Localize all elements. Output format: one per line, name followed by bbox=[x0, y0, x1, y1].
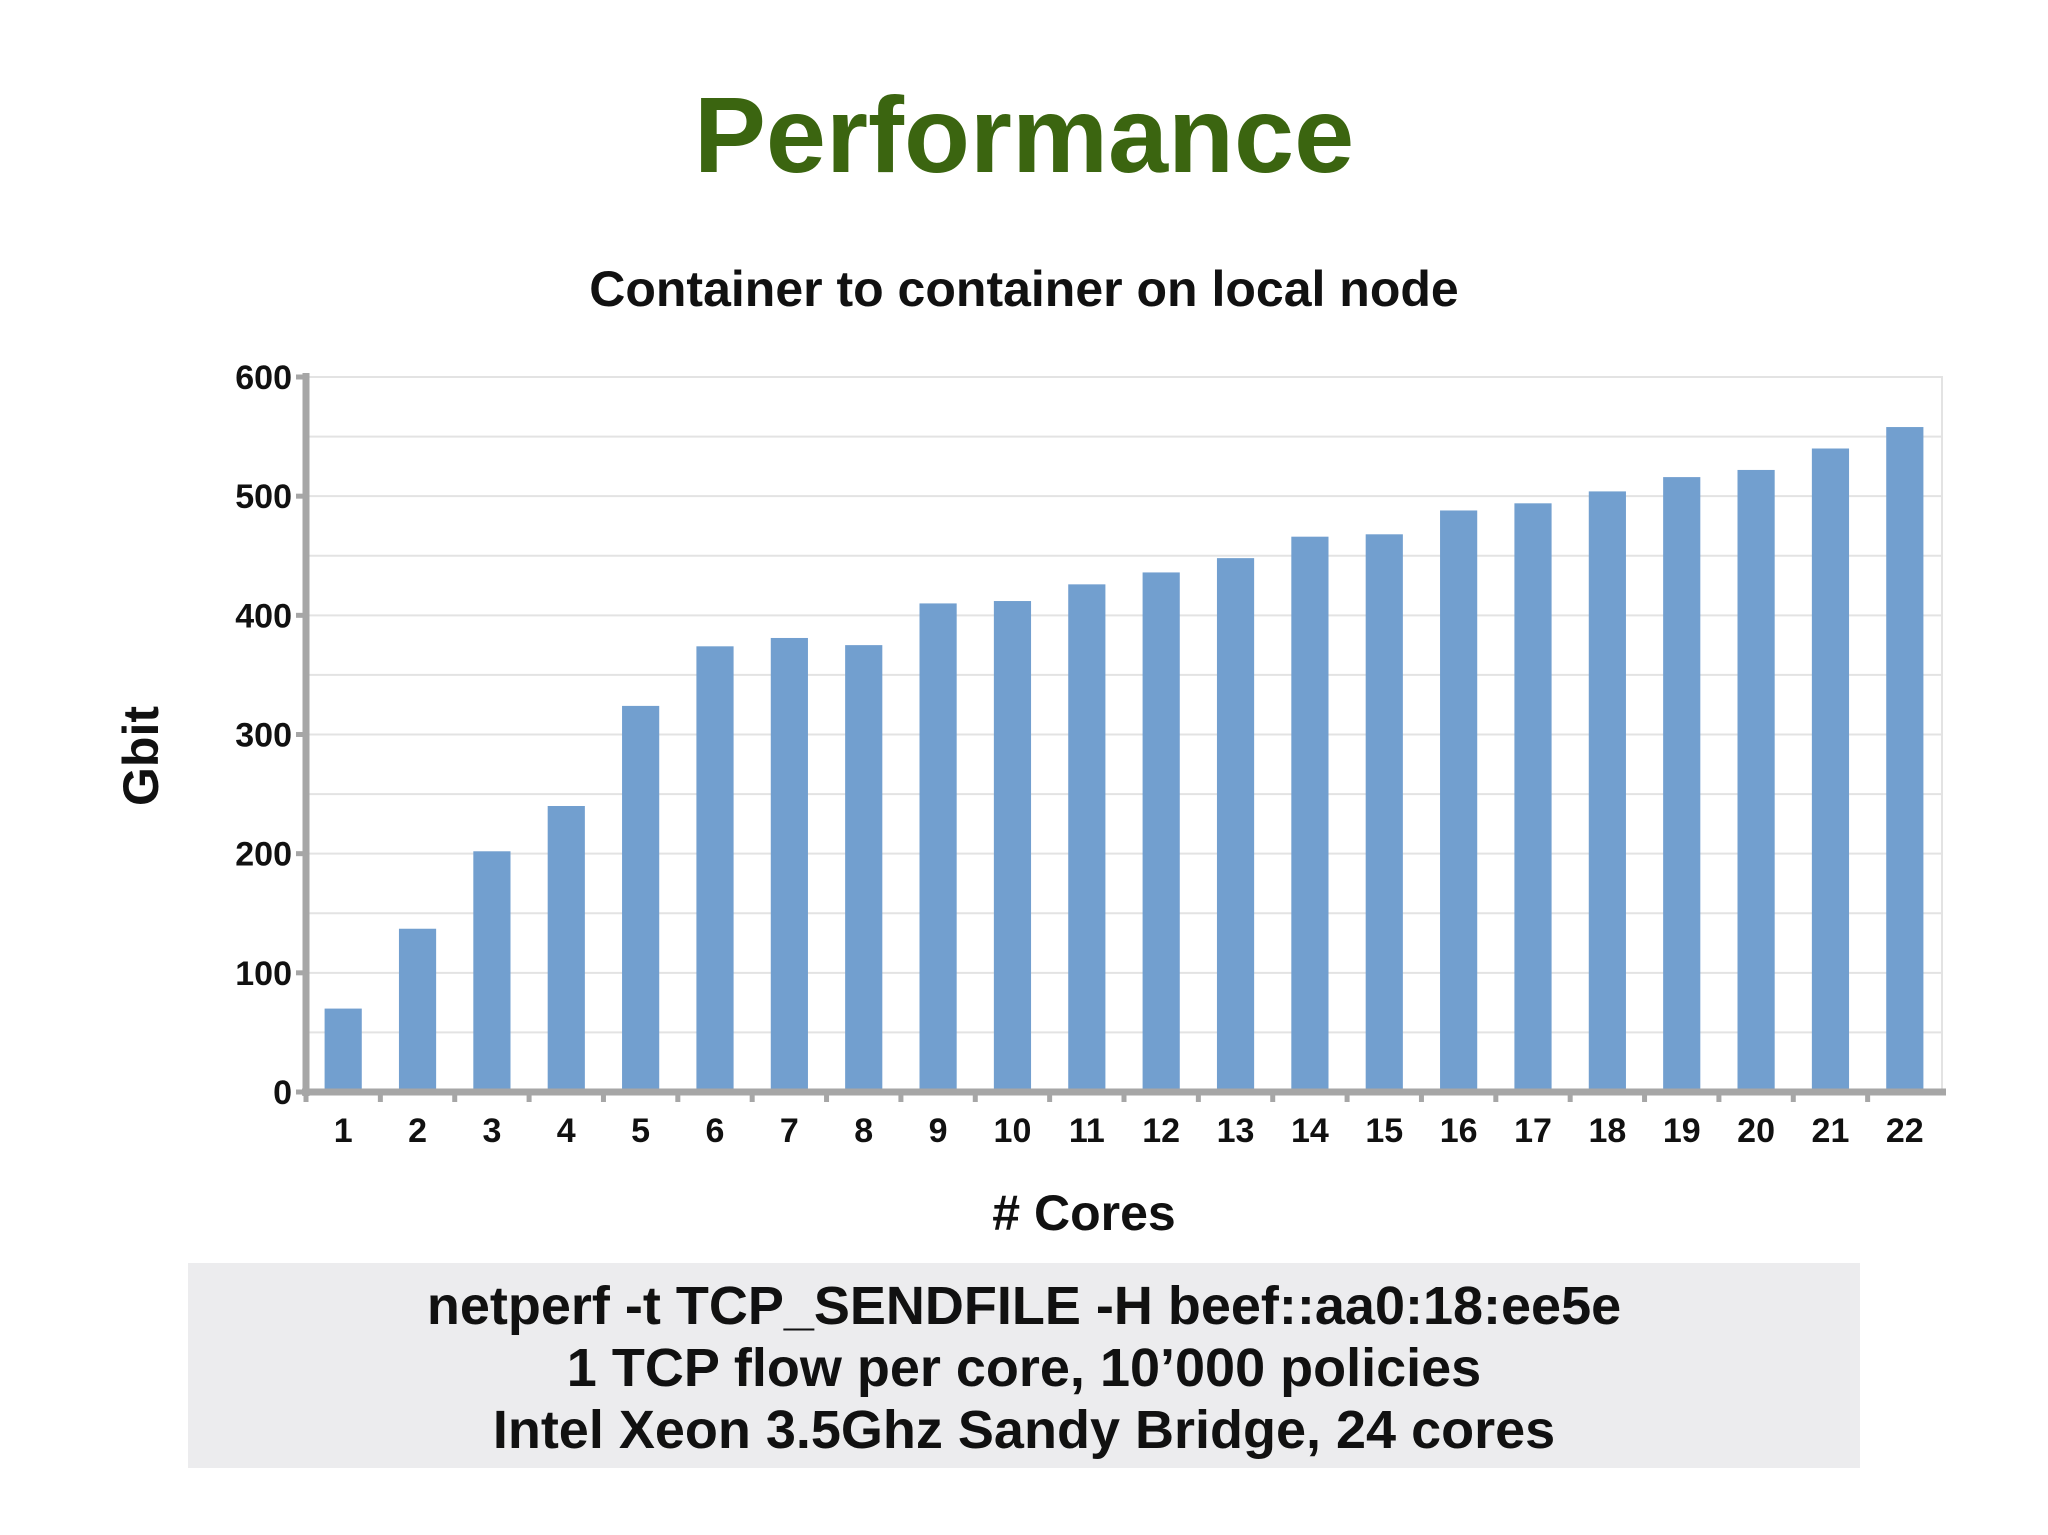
bar-19 bbox=[1663, 477, 1701, 1093]
x-tick-label: 6 bbox=[706, 1112, 725, 1150]
bar-20 bbox=[1737, 469, 1775, 1092]
chart-title: Container to container on local node bbox=[589, 261, 1459, 317]
axes bbox=[296, 373, 1946, 1102]
bar-1 bbox=[324, 1008, 362, 1092]
x-tick-label: 15 bbox=[1365, 1112, 1403, 1150]
bar-22 bbox=[1886, 427, 1924, 1092]
y-tick-label: 300 bbox=[235, 717, 292, 755]
x-tick-label: 4 bbox=[557, 1112, 576, 1150]
x-tick-label: 17 bbox=[1514, 1112, 1552, 1150]
x-tick-label: 12 bbox=[1142, 1112, 1180, 1150]
y-tick-label: 100 bbox=[235, 955, 292, 993]
x-tick-label: 14 bbox=[1291, 1112, 1329, 1150]
y-tick-label: 600 bbox=[235, 359, 292, 397]
bar-6 bbox=[696, 646, 734, 1092]
bar-21 bbox=[1811, 448, 1850, 1092]
x-tick-label: 16 bbox=[1440, 1112, 1478, 1150]
x-tick-label: 18 bbox=[1588, 1112, 1626, 1150]
bar-15 bbox=[1365, 534, 1403, 1092]
bar-11 bbox=[1068, 584, 1106, 1092]
x-tick-label: 19 bbox=[1663, 1112, 1701, 1150]
x-axis-label: # Cores bbox=[992, 1185, 1175, 1241]
x-tick-labels: 1 2 3 4 5 6 7 8 9 10 11 12 13 14 15 16 17 18 19 20 21 22 bbox=[334, 1112, 1924, 1150]
x-tick-label: 10 bbox=[994, 1112, 1032, 1150]
x-tick-label: 20 bbox=[1737, 1112, 1775, 1150]
bar-4 bbox=[547, 806, 585, 1092]
y-tick-label: 500 bbox=[235, 478, 292, 516]
x-tick-label: 9 bbox=[929, 1112, 948, 1150]
bar-9 bbox=[919, 603, 957, 1092]
x-tick-label: 1 bbox=[334, 1112, 353, 1150]
bar-2 bbox=[398, 928, 437, 1092]
bar-12 bbox=[1142, 572, 1180, 1092]
bar-14 bbox=[1291, 536, 1329, 1092]
y-tick-labels: 0 100 200 300 400 500 600 bbox=[235, 359, 292, 1112]
x-tick-label: 22 bbox=[1886, 1112, 1924, 1150]
slide-title: Performance bbox=[693, 74, 1355, 195]
bar-18 bbox=[1588, 491, 1626, 1092]
x-tick-label: 7 bbox=[780, 1112, 799, 1150]
caption-line-command: netperf -t TCP_SENDFILE -H beef::aa0:18:… bbox=[426, 1276, 1622, 1336]
x-tick-label: 8 bbox=[854, 1112, 873, 1150]
x-tick-label: 5 bbox=[631, 1112, 650, 1150]
bars bbox=[324, 427, 1924, 1093]
bar-3 bbox=[473, 851, 511, 1092]
bar-10 bbox=[993, 601, 1032, 1092]
caption-line-flows: 1 TCP flow per core, 10’000 policies bbox=[566, 1338, 1482, 1398]
x-tick-label: 13 bbox=[1217, 1112, 1255, 1150]
bar-7 bbox=[770, 637, 808, 1092]
x-tick-label: 2 bbox=[408, 1112, 427, 1150]
bar-5 bbox=[622, 705, 660, 1092]
bar-16 bbox=[1440, 510, 1478, 1092]
test-setup-caption: netperf -t TCP_SENDFILE -H beef::aa0:18:… bbox=[188, 1263, 1860, 1468]
y-tick-label: 0 bbox=[273, 1074, 292, 1112]
y-tick-label: 400 bbox=[235, 597, 292, 635]
x-tick-label: 3 bbox=[482, 1112, 501, 1150]
x-tick-label: 11 bbox=[1069, 1112, 1105, 1150]
bar-13 bbox=[1216, 558, 1255, 1092]
y-tick-label: 200 bbox=[235, 836, 292, 874]
caption-line-hardware: Intel Xeon 3.5Ghz Sandy Bridge, 24 cores bbox=[492, 1400, 1556, 1460]
bar-8 bbox=[845, 645, 883, 1092]
bar-17 bbox=[1514, 503, 1552, 1093]
y-axis-label: Gbit bbox=[113, 706, 169, 806]
x-tick-label: 21 bbox=[1812, 1112, 1850, 1150]
